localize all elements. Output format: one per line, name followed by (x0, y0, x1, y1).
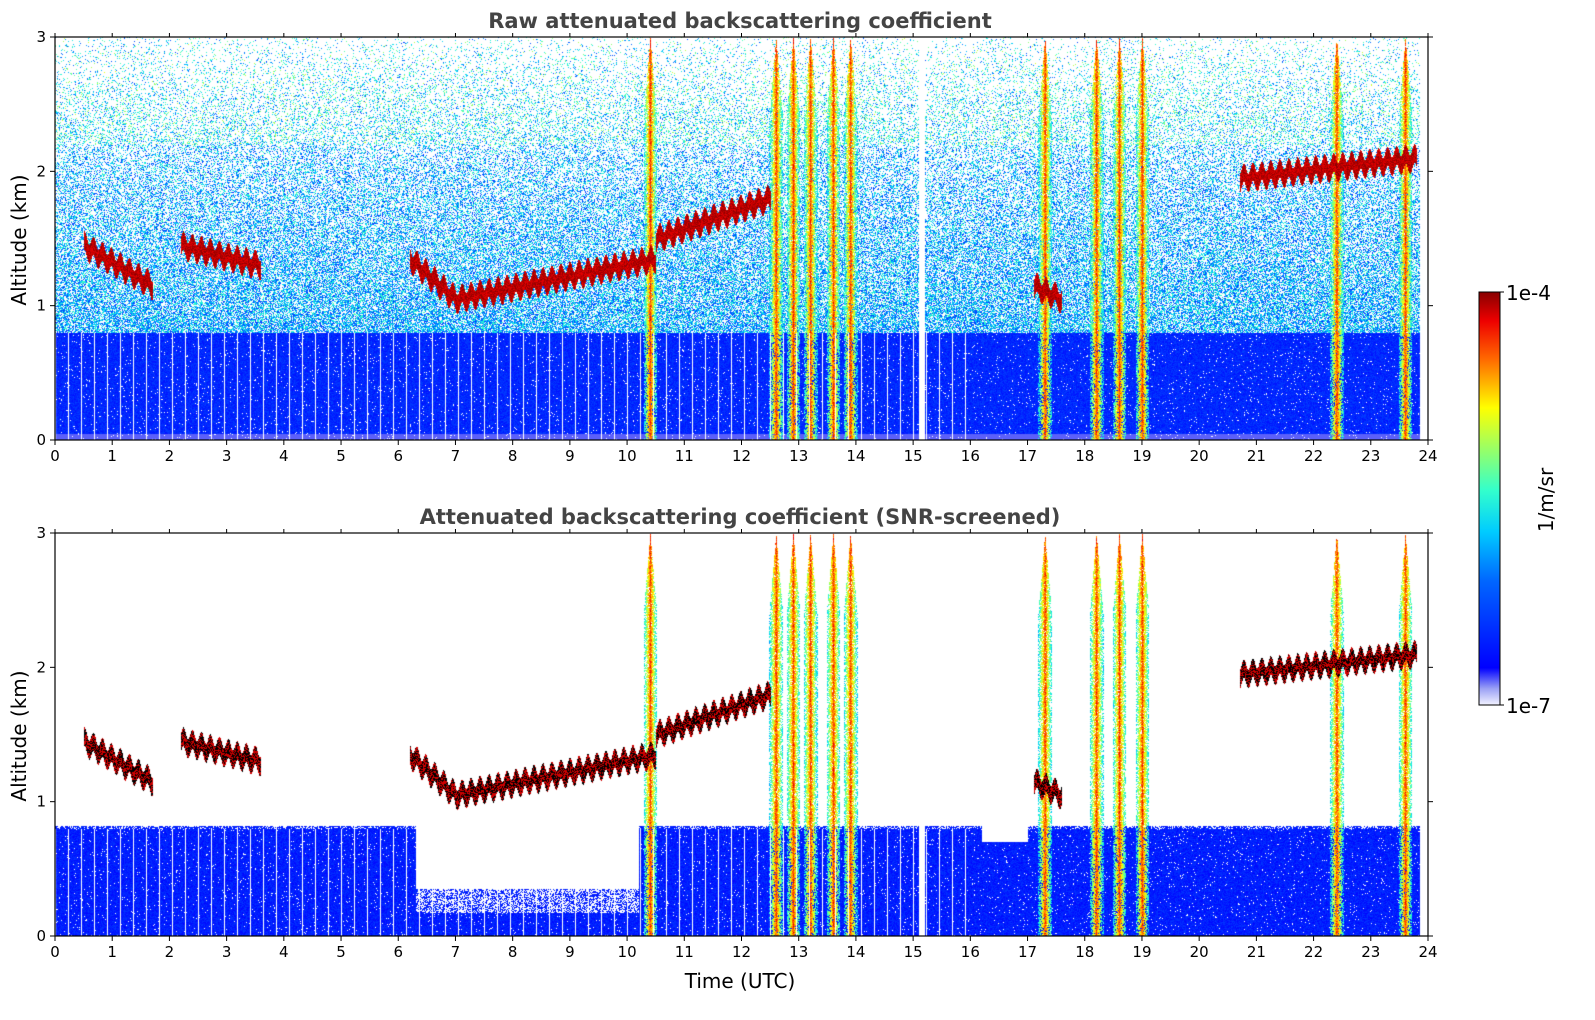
x-tick-label: 20 (1190, 943, 1209, 961)
x-tick-label: 6 (393, 943, 403, 961)
x-tick-label: 8 (508, 447, 518, 465)
x-tick-label: 23 (1361, 943, 1380, 961)
x-tick-label: 14 (846, 447, 865, 465)
panel-raw: Raw attenuated backscattering coefficien… (7, 9, 1438, 465)
y-axis-label-screened: Altitude (km) (7, 670, 31, 801)
x-tick-label: 10 (618, 943, 637, 961)
x-tick-label: 13 (789, 943, 808, 961)
x-tick-label: 5 (336, 447, 346, 465)
y-tick-label: 2 (36, 658, 46, 676)
x-tick-label: 1 (107, 943, 117, 961)
x-tick-label: 19 (1132, 943, 1151, 961)
y-tick-label: 1 (36, 297, 46, 315)
x-tick-label: 2 (165, 943, 175, 961)
x-tick-label: 6 (393, 447, 403, 465)
y-tick-label: 1 (36, 793, 46, 811)
colorbar-max-label: 1e-4 (1506, 281, 1551, 305)
colorbar: 1e-4 1e-7 1/m/sr (1478, 281, 1558, 718)
x-tick-label: 3 (222, 447, 232, 465)
x-tick-label: 7 (451, 943, 461, 961)
x-tick-label: 18 (1075, 943, 1094, 961)
y-tick-label: 0 (36, 927, 46, 945)
x-tick-label: 3 (222, 943, 232, 961)
x-axis-screened: 0 1 2 3 4 5 6 7 8 9 10 11 12 13 14 15 16 17 18 19 20 21 22 23 24 (50, 529, 1438, 961)
x-tick-label: 16 (961, 447, 980, 465)
x-tick-label: 19 (1132, 447, 1151, 465)
x-axis-raw: 0 1 2 3 4 5 6 7 8 9 10 11 12 13 14 15 16 17 18 19 20 21 22 23 24 (50, 33, 1438, 465)
x-tick-label: 11 (675, 943, 694, 961)
x-axis-label: Time (UTC) (684, 969, 796, 993)
x-tick-label: 2 (165, 447, 175, 465)
x-tick-label: 17 (1018, 943, 1037, 961)
y-tick-label: 2 (36, 162, 46, 180)
x-tick-label: 12 (732, 943, 751, 961)
x-tick-label: 14 (846, 943, 865, 961)
x-tick-label: 7 (451, 447, 461, 465)
panel-screened: Attenuated backscattering coefficient (S… (7, 505, 1438, 993)
x-tick-label: 17 (1018, 447, 1037, 465)
y-axis-raw: 0 1 2 3 (36, 28, 1433, 449)
x-tick-label: 23 (1361, 447, 1380, 465)
heatmap-screened-area (55, 533, 1428, 936)
x-tick-label: 24 (1418, 943, 1437, 961)
x-tick-label: 22 (1304, 447, 1323, 465)
x-tick-label: 1 (107, 447, 117, 465)
x-tick-label: 15 (904, 447, 923, 465)
x-tick-label: 20 (1190, 447, 1209, 465)
y-tick-label: 3 (36, 28, 46, 46)
x-tick-label: 10 (618, 447, 637, 465)
x-tick-label: 9 (565, 943, 575, 961)
y-axis-screened: 0 1 2 3 (36, 524, 1433, 945)
x-tick-label: 11 (675, 447, 694, 465)
y-tick-label: 3 (36, 524, 46, 542)
x-tick-label: 16 (961, 943, 980, 961)
x-tick-label: 12 (732, 447, 751, 465)
panel-2-title: Attenuated backscattering coefficient (S… (420, 505, 1061, 529)
x-tick-label: 9 (565, 447, 575, 465)
y-tick-label: 0 (36, 431, 46, 449)
colorbar-gradient (1478, 291, 1501, 706)
x-tick-label: 21 (1247, 447, 1266, 465)
x-tick-label: 15 (904, 943, 923, 961)
y-axis-label-raw: Altitude (km) (7, 174, 31, 305)
x-tick-label: 0 (50, 447, 60, 465)
x-tick-label: 24 (1418, 447, 1437, 465)
heatmap-raw-area (55, 37, 1428, 440)
panel-1-title: Raw attenuated backscattering coefficien… (488, 9, 992, 33)
x-tick-label: 21 (1247, 943, 1266, 961)
x-tick-label: 5 (336, 943, 346, 961)
x-tick-label: 4 (279, 943, 289, 961)
colorbar-min-label: 1e-7 (1506, 694, 1551, 718)
x-tick-label: 4 (279, 447, 289, 465)
x-tick-label: 0 (50, 943, 60, 961)
x-tick-label: 13 (789, 447, 808, 465)
x-tick-label: 22 (1304, 943, 1323, 961)
x-tick-label: 18 (1075, 447, 1094, 465)
colorbar-unit-label: 1/m/sr (1534, 467, 1558, 532)
x-tick-label: 8 (508, 943, 518, 961)
